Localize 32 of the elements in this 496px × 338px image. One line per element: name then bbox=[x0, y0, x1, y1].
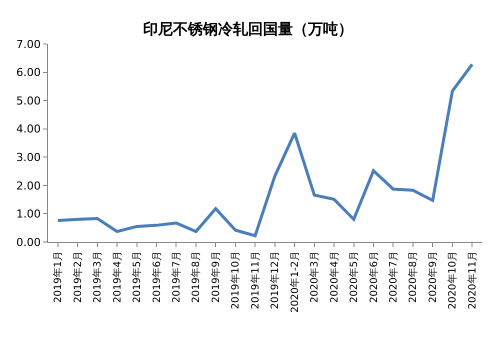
x-tick-label: 2019年1月 bbox=[52, 251, 64, 303]
x-tick-label: 2019年7月 bbox=[170, 251, 182, 303]
x-tick-label: 2020年9月 bbox=[426, 251, 439, 303]
y-tick-label: 7.00 bbox=[16, 38, 41, 51]
chart-title: 印尼不锈钢冷轧回国量（万吨） bbox=[143, 20, 353, 38]
x-tick-label: 2019年2月 bbox=[72, 251, 84, 303]
x-tick-label: 2020年10月 bbox=[446, 251, 459, 310]
x-tick-label: 2020年11月 bbox=[466, 251, 478, 310]
y-tick-label: 4.00 bbox=[16, 122, 41, 136]
x-tick-label: 2020年5月 bbox=[348, 251, 360, 303]
y-tick-label: 3.00 bbox=[16, 150, 41, 164]
x-tick-label: 2020年3月 bbox=[308, 251, 321, 303]
x-tick-label: 2020年8月 bbox=[407, 251, 420, 303]
x-tick-label: 2019年8月 bbox=[190, 251, 202, 303]
x-tick-label: 2020年4月 bbox=[328, 251, 340, 303]
x-tick-label: 2019年11月 bbox=[249, 251, 262, 310]
x-tick-label: 2020年7月 bbox=[387, 251, 400, 303]
x-tick-label: 2019年3月 bbox=[92, 251, 104, 303]
x-tick-label: 2020年6月 bbox=[368, 251, 380, 303]
y-tick-label: 5.00 bbox=[16, 94, 41, 108]
x-tick-label: 2019年5月 bbox=[131, 251, 144, 303]
y-tick-label: 6.00 bbox=[16, 66, 41, 80]
line-series bbox=[56, 62, 474, 238]
y-tick-label: 2.00 bbox=[16, 179, 41, 192]
x-tick-label: 2019年10月 bbox=[230, 251, 242, 310]
x-tick-label: 2019年4月 bbox=[111, 251, 124, 303]
x-tick-label: 2019年6月 bbox=[150, 251, 163, 303]
x-tick-label: 2019年12月 bbox=[269, 251, 282, 310]
x-tick-label: 2020年1-2月 bbox=[288, 251, 301, 313]
x-tick-label: 2019年9月 bbox=[210, 251, 222, 303]
y-tick-label: 0.00 bbox=[16, 236, 41, 249]
y-tick-label: 1.00 bbox=[16, 208, 41, 221]
